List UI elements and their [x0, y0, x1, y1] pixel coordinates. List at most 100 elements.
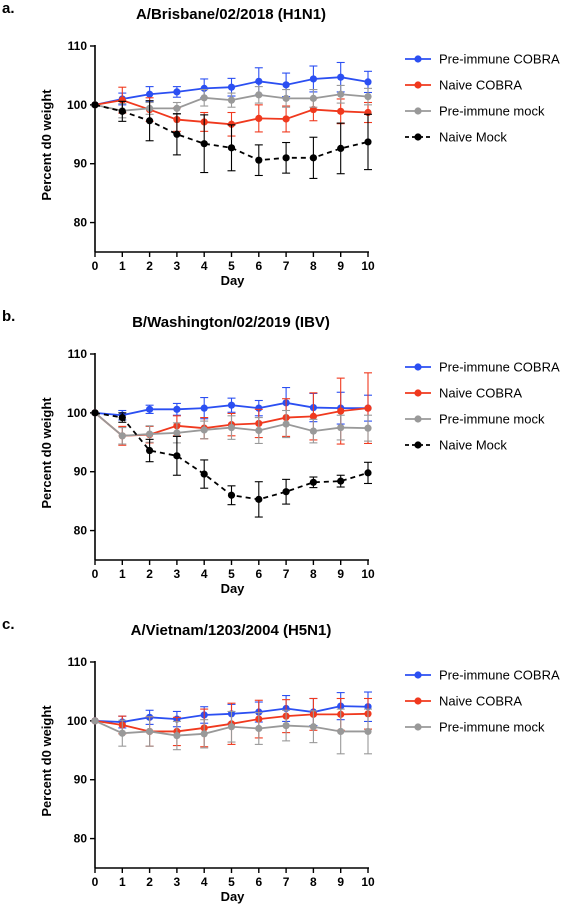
legend-label: Pre-immune mock — [439, 720, 545, 735]
y-tick-label: 110 — [68, 347, 88, 361]
x-tick-label: 3 — [174, 875, 181, 889]
line-chart: 80 90 100 110 0 1 2 3 4 5 6 7 8 9 10 Day Percent d0 weig… — [39, 347, 560, 596]
x-tick-label: 2 — [146, 875, 153, 889]
y-tick-label: 80 — [74, 216, 88, 230]
x-tick-label: 6 — [255, 567, 262, 581]
data-point — [227, 144, 236, 152]
data-point — [227, 96, 236, 104]
data-point — [282, 81, 290, 89]
x-tick-label: 7 — [283, 259, 290, 273]
data-point — [255, 77, 263, 85]
data-point — [227, 401, 236, 409]
data-point — [309, 478, 317, 486]
data-point — [200, 426, 208, 434]
legend-label: Naive COBRA — [439, 78, 522, 93]
data-point — [173, 130, 181, 138]
panel-b: b. B/Washington/02/2019 (IBV) 80 90 100 110… — [0, 308, 576, 608]
legend-label: Pre-immune mock — [439, 412, 545, 427]
x-axis-label: Day — [221, 273, 246, 288]
data-point — [173, 88, 181, 96]
legend-marker — [414, 441, 422, 449]
data-point — [146, 405, 154, 413]
legend-label: Pre-immune COBRA — [439, 52, 560, 67]
data-point — [364, 404, 372, 412]
data-point — [255, 156, 263, 164]
data-point — [118, 432, 126, 440]
y-tick-label: 110 — [68, 655, 88, 669]
x-tick-label: 8 — [310, 259, 317, 273]
data-point — [118, 413, 126, 422]
chart-title: A/Brisbane/02/2018 (H1N1) — [135, 6, 327, 23]
legend-label: Naive Mock — [439, 438, 507, 453]
data-point — [364, 469, 372, 477]
data-point — [337, 423, 345, 432]
x-tick-label: 10 — [361, 567, 375, 581]
data-point — [146, 727, 154, 736]
series-naive-mock — [91, 100, 372, 179]
data-point — [337, 407, 345, 415]
x-tick-label: 7 — [283, 567, 290, 581]
x-tick-label: 8 — [310, 567, 317, 581]
line-chart: 80 90 100 110 0 1 2 3 4 5 6 7 8 9 10 Day Percent d0 weig… — [39, 655, 560, 904]
data-point — [118, 96, 126, 104]
data-point — [364, 78, 372, 86]
data-point — [173, 452, 181, 460]
data-point — [227, 491, 236, 499]
x-tick-label: 10 — [361, 259, 375, 273]
data-point — [146, 90, 154, 98]
chart-title: A/Vietnam/1203/2004 (H5N1) — [130, 622, 332, 639]
x-tick-label: 5 — [228, 259, 235, 273]
data-point — [173, 405, 181, 413]
legend-marker — [414, 697, 422, 705]
legend-label: Naive Mock — [439, 130, 507, 145]
legend-marker — [414, 389, 422, 397]
x-tick-label: 7 — [283, 875, 290, 889]
legend-marker — [414, 723, 422, 731]
data-point — [146, 430, 154, 438]
data-point — [227, 423, 236, 432]
legend-label: Naive COBRA — [439, 694, 522, 709]
data-point — [227, 120, 236, 128]
chart-title: B/Washington/02/2019 (IBV) — [132, 314, 330, 331]
y-tick-label: 80 — [74, 832, 88, 846]
data-point — [282, 94, 290, 102]
data-point — [309, 154, 317, 162]
x-tick-label: 9 — [337, 567, 344, 581]
series-pre-immune-mock — [91, 708, 372, 755]
legend-label: Pre-immune COBRA — [439, 360, 560, 375]
data-point — [200, 94, 208, 102]
legend-marker — [414, 415, 422, 423]
data-point — [146, 446, 154, 455]
x-tick-label: 6 — [255, 259, 262, 273]
legend-marker — [414, 55, 422, 63]
x-tick-label: 4 — [201, 567, 208, 581]
y-tick-label: 100 — [67, 98, 87, 112]
data-point — [282, 115, 290, 123]
x-tick-label: 8 — [310, 875, 317, 889]
data-point — [255, 114, 263, 122]
legend-marker — [414, 671, 422, 679]
panel-label: b. — [2, 308, 16, 325]
data-point — [309, 427, 317, 435]
x-tick-label: 1 — [119, 875, 126, 889]
data-point — [282, 488, 290, 496]
legend-marker — [414, 107, 422, 115]
data-point — [91, 101, 99, 109]
x-axis-label: Day — [221, 889, 246, 904]
data-point — [255, 404, 263, 412]
x-tick-label: 3 — [174, 259, 181, 273]
data-point — [227, 723, 236, 731]
panel-a: a. A/Brisbane/02/2018 (H1N1) 80 90 100 110 0… — [0, 0, 576, 300]
data-point — [91, 409, 99, 417]
data-point — [337, 73, 345, 81]
y-tick-label: 100 — [67, 406, 87, 420]
data-point — [255, 495, 263, 503]
data-point — [200, 730, 208, 738]
x-tick-label: 4 — [201, 875, 208, 889]
data-point — [364, 93, 372, 101]
data-point — [364, 727, 372, 736]
data-point — [337, 144, 345, 153]
x-tick-label: 10 — [361, 875, 375, 889]
panel-label: a. — [2, 0, 15, 17]
data-point — [91, 717, 99, 725]
